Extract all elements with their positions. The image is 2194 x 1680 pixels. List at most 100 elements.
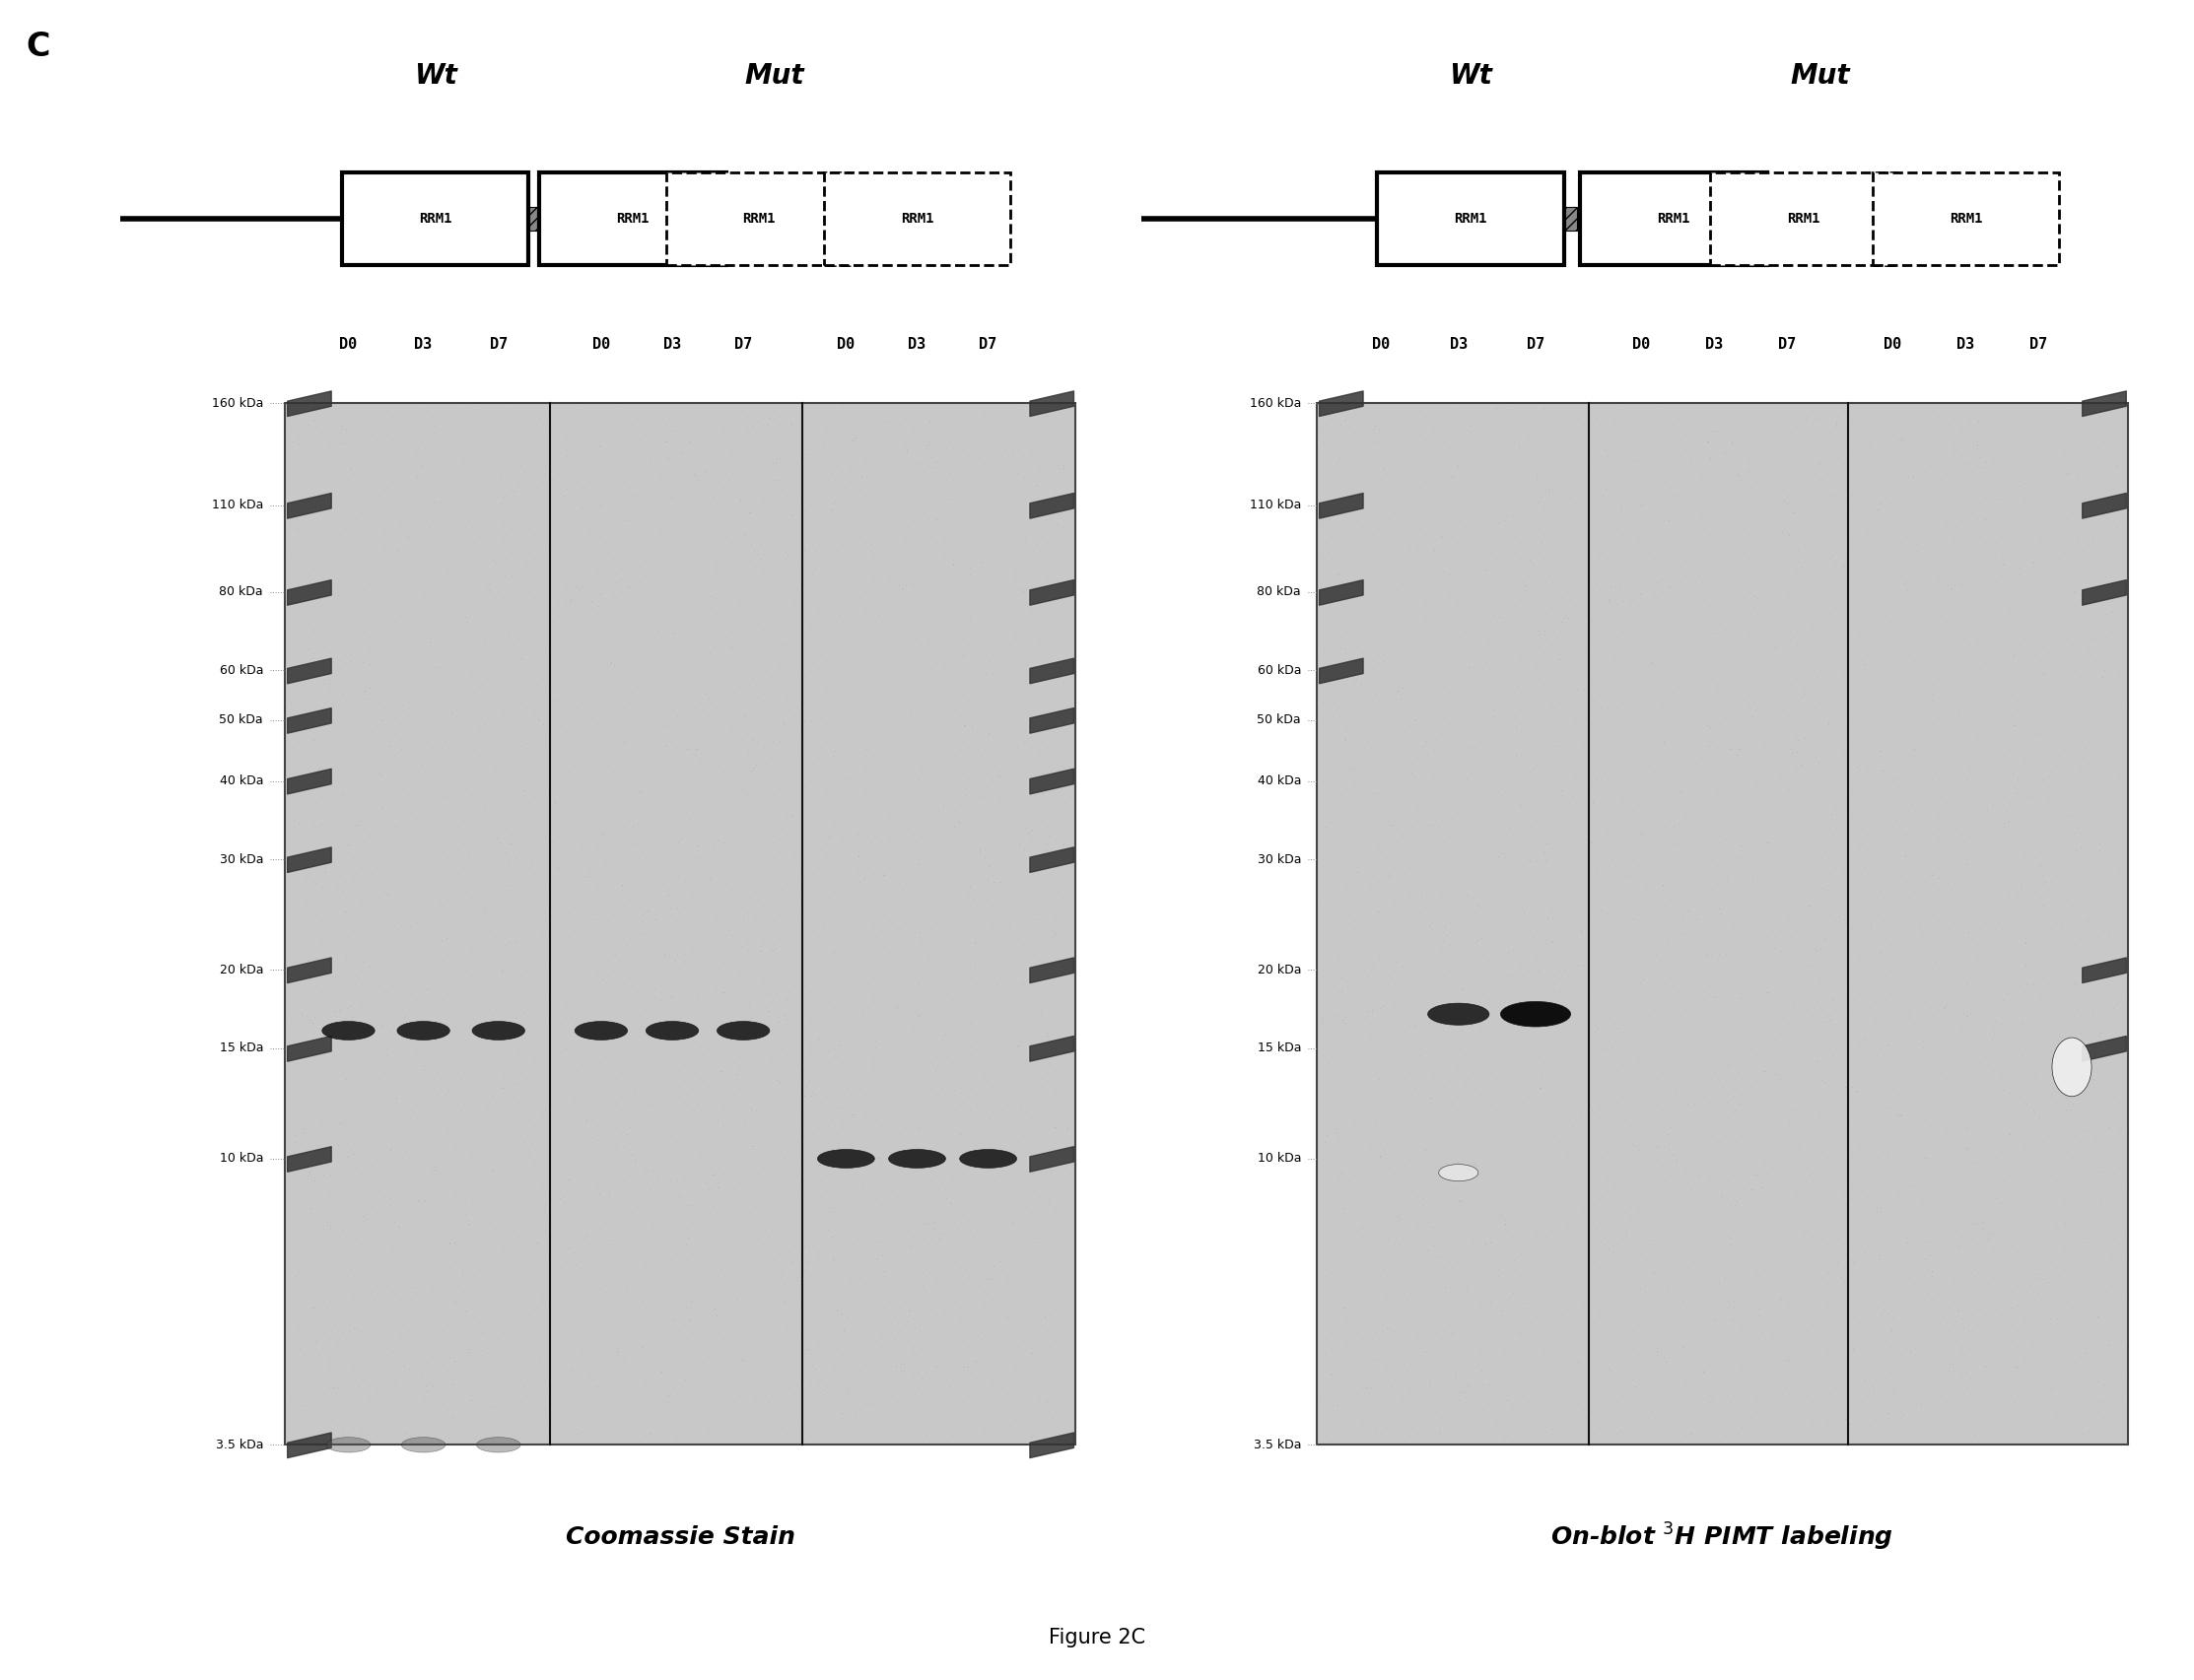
Point [459, 1267, 494, 1294]
Point [1553, 843, 1588, 870]
Point [1753, 544, 1788, 571]
Point [889, 405, 924, 432]
Point [516, 407, 551, 433]
Point [864, 667, 900, 694]
Point [946, 1396, 981, 1423]
Point [1494, 721, 1529, 748]
Point [1349, 803, 1384, 830]
Point [829, 1304, 864, 1331]
Point [292, 1117, 327, 1144]
Point [1968, 1352, 2003, 1379]
Point [505, 1129, 540, 1156]
Point [290, 1164, 325, 1191]
Point [2076, 1026, 2111, 1053]
Point [329, 995, 364, 1021]
Point [1856, 413, 1891, 440]
Point [1564, 1280, 1599, 1307]
Point [851, 736, 886, 763]
Point [1358, 1297, 1393, 1324]
Point [1801, 588, 1836, 615]
Point [1661, 1428, 1696, 1455]
Point [919, 1352, 954, 1379]
Point [533, 442, 568, 469]
Point [713, 633, 748, 660]
Point [948, 1255, 983, 1282]
Point [886, 1366, 921, 1393]
Point [1751, 1097, 1786, 1124]
Point [1586, 759, 1621, 786]
Point [1354, 1131, 1389, 1158]
Point [1450, 764, 1485, 791]
Point [970, 1163, 1005, 1189]
Point [1681, 1284, 1716, 1310]
Point [459, 632, 494, 659]
Point [1722, 837, 1757, 864]
Point [911, 1210, 946, 1236]
Point [1016, 1159, 1051, 1186]
Point [448, 445, 483, 472]
Point [1380, 617, 1415, 643]
Point [981, 1084, 1016, 1110]
Point [325, 680, 360, 707]
Point [946, 642, 981, 669]
Point [1766, 1043, 1801, 1070]
Point [1378, 685, 1413, 712]
Point [1806, 774, 1841, 801]
Point [689, 450, 724, 477]
Point [1986, 783, 2021, 810]
Point [1896, 1080, 1931, 1107]
Point [1915, 642, 1950, 669]
Point [1944, 507, 1979, 534]
Point [1448, 1277, 1483, 1304]
Point [316, 1116, 351, 1142]
Point [2067, 816, 2102, 843]
Point [1367, 1080, 1402, 1107]
Point [1869, 1139, 1904, 1166]
Point [1527, 931, 1562, 958]
Point [904, 822, 939, 848]
Point [540, 516, 575, 543]
Point [1617, 1319, 1652, 1346]
Point [355, 447, 391, 474]
Point [529, 1292, 564, 1319]
Point [845, 885, 880, 912]
Point [950, 1272, 985, 1299]
Point [2089, 763, 2124, 790]
Point [1749, 979, 1784, 1006]
Point [1571, 459, 1606, 486]
Point [882, 790, 917, 816]
Point [1029, 951, 1064, 978]
Point [755, 450, 790, 477]
Point [1567, 675, 1602, 702]
Point [584, 1240, 619, 1267]
Point [676, 934, 711, 961]
Point [1823, 1263, 1858, 1290]
Point [430, 556, 465, 583]
Point [1488, 507, 1523, 534]
Point [1828, 865, 1863, 892]
Point [1637, 763, 1672, 790]
Point [527, 1418, 562, 1445]
Point [1970, 1268, 2005, 1295]
Point [2067, 1339, 2102, 1366]
Point [1891, 1003, 1926, 1030]
Point [680, 832, 715, 858]
Point [1926, 1352, 1961, 1379]
Point [386, 816, 421, 843]
Point [1799, 936, 1834, 963]
Point [1376, 1230, 1411, 1257]
Point [928, 1184, 963, 1211]
Point [1823, 1336, 1858, 1362]
Point [976, 447, 1011, 474]
Point [329, 941, 364, 968]
Point [344, 499, 380, 526]
Point [917, 832, 952, 858]
Point [937, 1408, 972, 1435]
Point [1549, 578, 1584, 605]
Point [1768, 1347, 1803, 1374]
Point [996, 438, 1031, 465]
Point [660, 702, 695, 729]
Point [790, 1137, 825, 1164]
Point [2084, 998, 2119, 1025]
Point [1904, 539, 1939, 566]
